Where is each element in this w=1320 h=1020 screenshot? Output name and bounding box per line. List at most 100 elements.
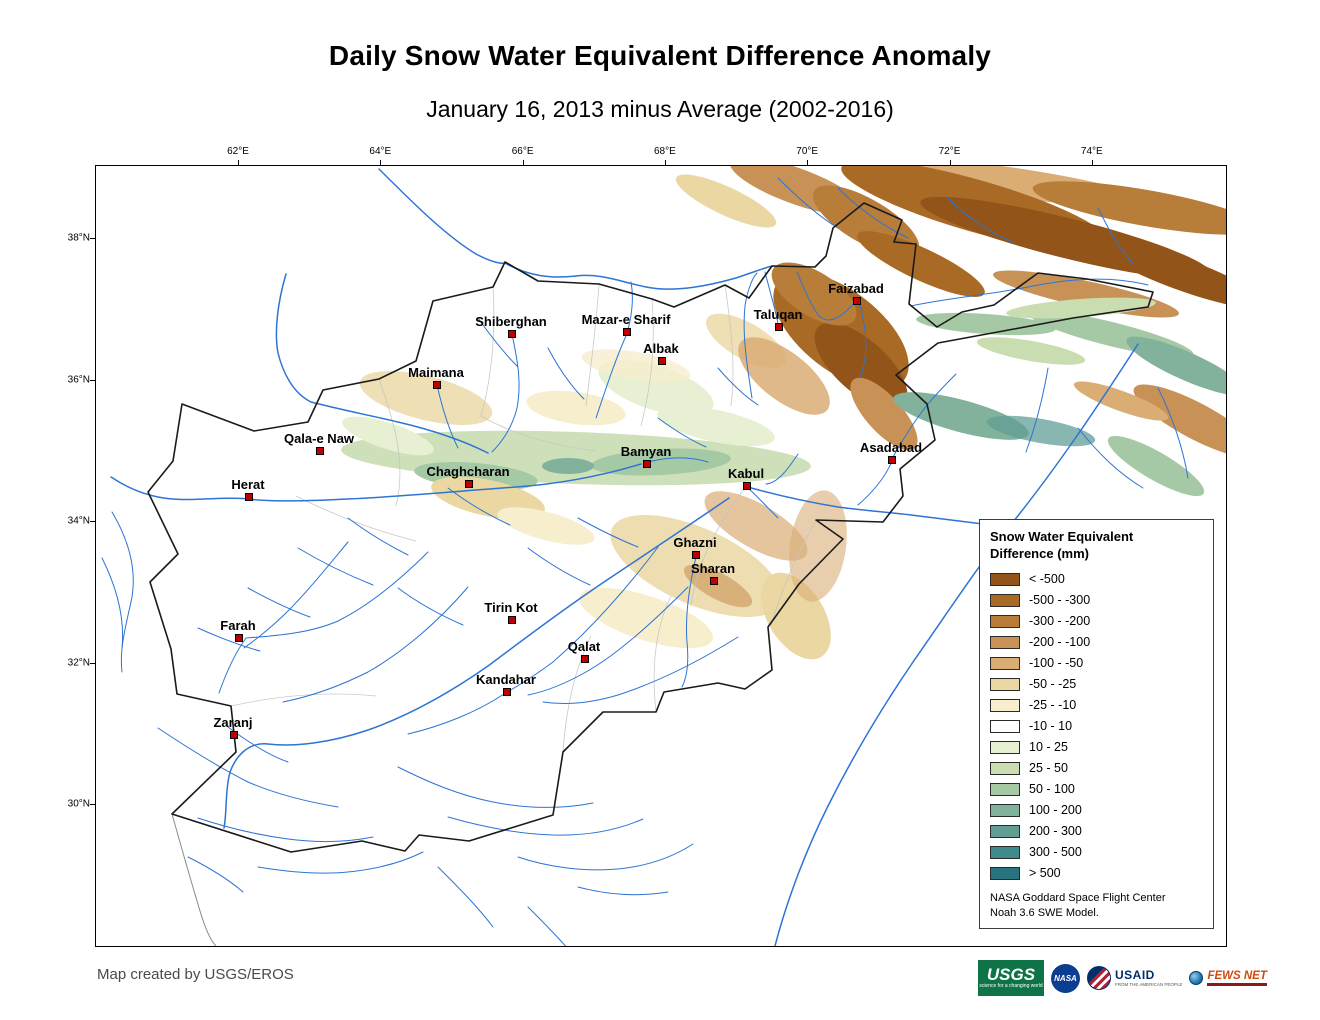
city-marker-icon [658, 357, 666, 365]
legend-row: -50 - -25 [990, 674, 1204, 695]
legend-source-line1: NASA Goddard Space Flight Center [990, 891, 1166, 904]
lon-tick [1091, 160, 1093, 166]
city-marker-icon [775, 323, 783, 331]
city-marker-icon [503, 688, 511, 696]
legend-label: -25 - -10 [1029, 698, 1077, 713]
legend-label: -500 - -300 [1029, 593, 1091, 608]
city-label: Albak [643, 341, 679, 356]
legend-swatch [990, 782, 1020, 796]
legend-row: -200 - -100 [990, 632, 1204, 653]
legend-row: -500 - -300 [990, 590, 1204, 611]
city-label: Mazar-e Sharif [581, 312, 671, 327]
legend-swatch [990, 845, 1020, 859]
usaid-logo: USAID FROM THE AMERICAN PEOPLE [1087, 966, 1182, 990]
usgs-logo: USGS science for a changing world [978, 960, 1044, 996]
usgs-logo-text: USGS [986, 965, 1036, 984]
terrain-layer [341, 166, 1226, 660]
legend-swatch [990, 572, 1020, 586]
legend-source-line2: Noah 3.6 SWE Model. [990, 906, 1099, 919]
legend-swatch [990, 593, 1020, 607]
city-marker-icon [433, 381, 441, 389]
legend-label: -10 - 10 [1029, 719, 1073, 734]
city-label: Faizabad [828, 281, 884, 296]
legend-label: -300 - -200 [1029, 614, 1091, 629]
legend-row: < -500 [990, 569, 1204, 590]
city-label: Asadabad [859, 440, 923, 455]
legend-swatch [990, 740, 1020, 754]
lon-label: 66°E [511, 146, 534, 157]
legend-swatch [990, 719, 1020, 733]
legend-title: Snow Water Equivalent Difference (mm) [990, 529, 1204, 563]
country-border-afghanistan [147, 202, 1154, 853]
city-label: Sharan [690, 561, 736, 576]
legend-row: 300 - 500 [990, 842, 1204, 863]
legend-label: -100 - -50 [1029, 656, 1084, 671]
city-label: Kandahar [476, 672, 536, 687]
legend-label: 25 - 50 [1029, 761, 1068, 776]
lat-tick [90, 379, 96, 381]
lon-tick [522, 160, 524, 166]
legend-swatch [990, 866, 1020, 880]
nasa-logo: NASA [1051, 963, 1080, 993]
legend-label: 100 - 200 [1029, 803, 1082, 818]
city-marker-icon [743, 482, 751, 490]
city-marker-icon [643, 460, 651, 468]
map-title: Daily Snow Water Equivalent Difference A… [328, 40, 992, 71]
legend-swatch [990, 635, 1020, 649]
lon-label: 70°E [796, 146, 819, 157]
legend-rows: < -500 -500 - -300 -300 - -200 -200 - -100 -… [990, 569, 1204, 884]
major-rivers [110, 168, 1139, 946]
usgs-logo-tagline: science for a changing world [979, 983, 1043, 989]
legend-label: 300 - 500 [1029, 845, 1082, 860]
lat-tick [90, 238, 96, 239]
province-borders [230, 283, 817, 753]
map-subtitle: January 16, 2013 minus Average (2002-201… [426, 96, 894, 122]
city-label: Qalat [567, 639, 601, 654]
fewsnet-logo-text: FEWS NET [1207, 970, 1267, 986]
legend: Snow Water Equivalent Difference (mm) < … [979, 519, 1214, 930]
city-marker-icon [853, 297, 861, 305]
city-label: Zaranj [213, 715, 253, 730]
city-marker-icon [230, 731, 238, 739]
lat-label: 30°N [67, 798, 90, 810]
city-marker-icon [508, 616, 516, 624]
city-marker-icon [692, 551, 700, 559]
lon-tick [380, 160, 382, 166]
lon-label: 72°E [938, 146, 961, 157]
legend-label: 10 - 25 [1029, 740, 1068, 755]
legend-row: -100 - -50 [990, 653, 1204, 674]
city-label: Chaghcharan [426, 464, 510, 479]
city-label: Qala-e Naw [283, 431, 355, 446]
city-label: Farah [220, 618, 256, 633]
lat-label: 38°N [67, 232, 90, 244]
city-marker-icon [245, 493, 253, 501]
usaid-logo-text: USAID [1115, 967, 1155, 982]
lon-label: 68°E [653, 146, 676, 157]
footer-credit: Map created by USGS/EROS [97, 966, 294, 983]
nasa-logo-text: NASA [1054, 973, 1077, 983]
map-canvas [101, 166, 1226, 946]
legend-label: 200 - 300 [1029, 824, 1082, 839]
city-markers-layer: Faizabad Taluqan Mazar-e Sharif Shiberghan A… [96, 166, 1226, 946]
neighbor-border [171, 813, 217, 946]
lat-tick [90, 804, 96, 805]
lat-tick [90, 662, 96, 664]
legend-row: -300 - -200 [990, 611, 1204, 632]
legend-label: 50 - 100 [1029, 782, 1075, 797]
legend-row: > 500 [990, 863, 1204, 884]
globe-icon [1189, 971, 1204, 985]
map-frame: 62°E 64°E 66°E 68°E 70°E 72°E 74°E 38°N 36°N 34°… [68, 146, 1227, 947]
city-label: Tirin Kot [484, 600, 538, 615]
legend-swatch [990, 824, 1020, 838]
legend-label: -200 - -100 [1029, 635, 1091, 650]
lat-label: 32°N [67, 657, 90, 668]
lon-tick [238, 160, 239, 166]
logos: USGS science for a changing world NASA U… [978, 956, 1267, 1000]
legend-swatch [990, 614, 1020, 628]
city-marker-icon [465, 480, 473, 488]
city-label: Maimana [408, 365, 464, 380]
legend-row: 100 - 200 [990, 800, 1204, 821]
legend-swatch [990, 698, 1020, 712]
lat-tick [90, 521, 96, 522]
